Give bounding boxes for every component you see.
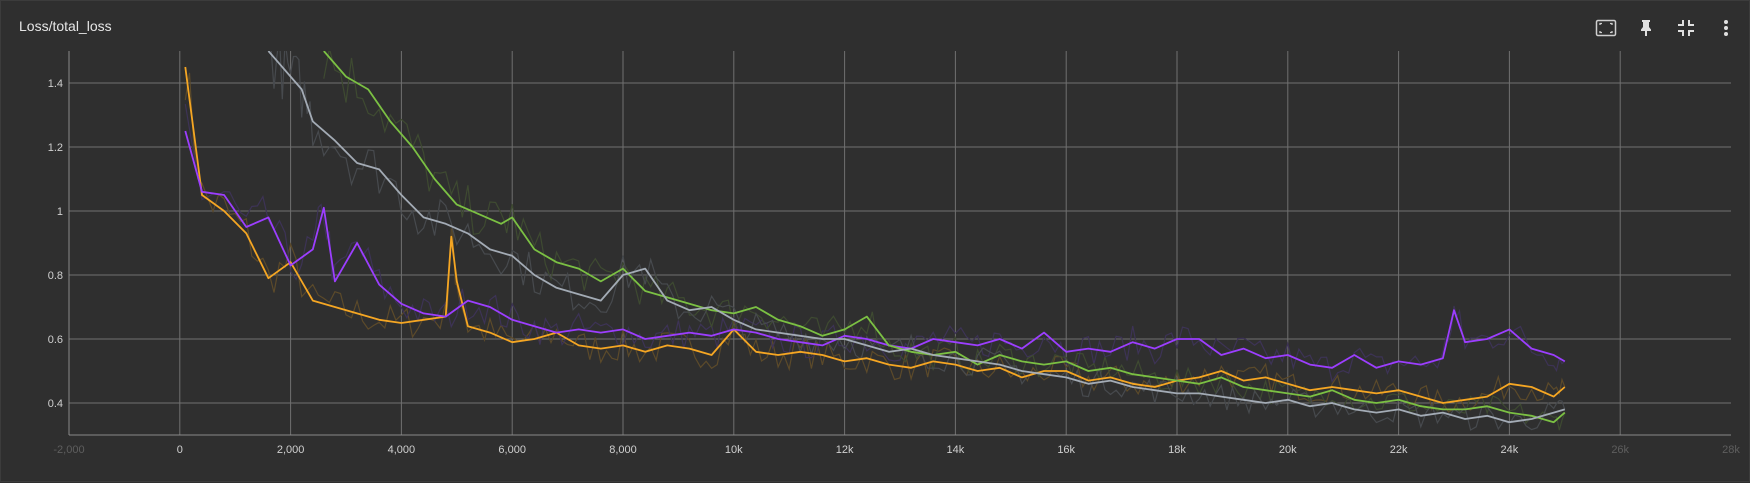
pin-icon [1641, 20, 1651, 36]
x-tick-label: 2,000 [277, 444, 305, 456]
pin-button[interactable] [1629, 13, 1663, 43]
y-tick-label: 1 [57, 206, 63, 218]
series-raw-line-2 [323, 51, 1566, 431]
x-tick-label: 10k [725, 444, 743, 456]
series-layer [184, 51, 1566, 431]
series-raw-line-1 [184, 104, 1566, 383]
x-tick-label: 12k [836, 444, 854, 456]
x-tick-label: 8,000 [609, 444, 637, 456]
chart-axes [68, 51, 1731, 436]
x-tick-label: 24k [1501, 444, 1519, 456]
collapse-icon [1678, 20, 1694, 36]
series-line-2[interactable] [323, 51, 1566, 424]
fit-domain-icon [1595, 19, 1617, 37]
x-tick-label: 22k [1390, 444, 1408, 456]
series-line-1[interactable] [184, 130, 1566, 369]
card-toolbar [1589, 13, 1743, 43]
x-tick-label: 20k [1279, 444, 1297, 456]
x-tick-label: 28k [1722, 444, 1740, 456]
fit-domain-button[interactable] [1589, 13, 1623, 43]
y-tick-label: 0.4 [48, 398, 63, 410]
y-tick-label: 1.4 [48, 78, 63, 90]
more-options-button[interactable] [1709, 13, 1743, 43]
y-tick-label: 1.2 [48, 142, 63, 154]
tick-labels: -2,000 0 2,000 4,000 6,000 8,000 10k 12k 14k 16k 1… [48, 78, 1741, 456]
series-raw-line-0 [184, 72, 1566, 413]
x-tick-label: 6,000 [498, 444, 526, 456]
card-title: Loss/total_loss [19, 18, 112, 34]
y-tick-label: 0.8 [48, 270, 63, 282]
x-tick-label: 0 [177, 444, 183, 456]
more-vert-icon [1724, 20, 1728, 36]
x-tick-label: 4,000 [388, 444, 416, 456]
series-raw-line-3 [270, 51, 1566, 431]
x-tick-label: 26k [1611, 444, 1629, 456]
x-tick-label: 18k [1168, 444, 1186, 456]
y-tick-label: 0.6 [48, 334, 63, 346]
collapse-button[interactable] [1669, 13, 1703, 43]
series-line-0[interactable] [184, 66, 1566, 404]
series-line-3[interactable] [267, 51, 1566, 424]
x-tick-label: -2,000 [53, 444, 84, 456]
x-tick-label: 14k [947, 444, 965, 456]
chart-grid [69, 51, 1731, 435]
x-tick-label: 16k [1057, 444, 1075, 456]
